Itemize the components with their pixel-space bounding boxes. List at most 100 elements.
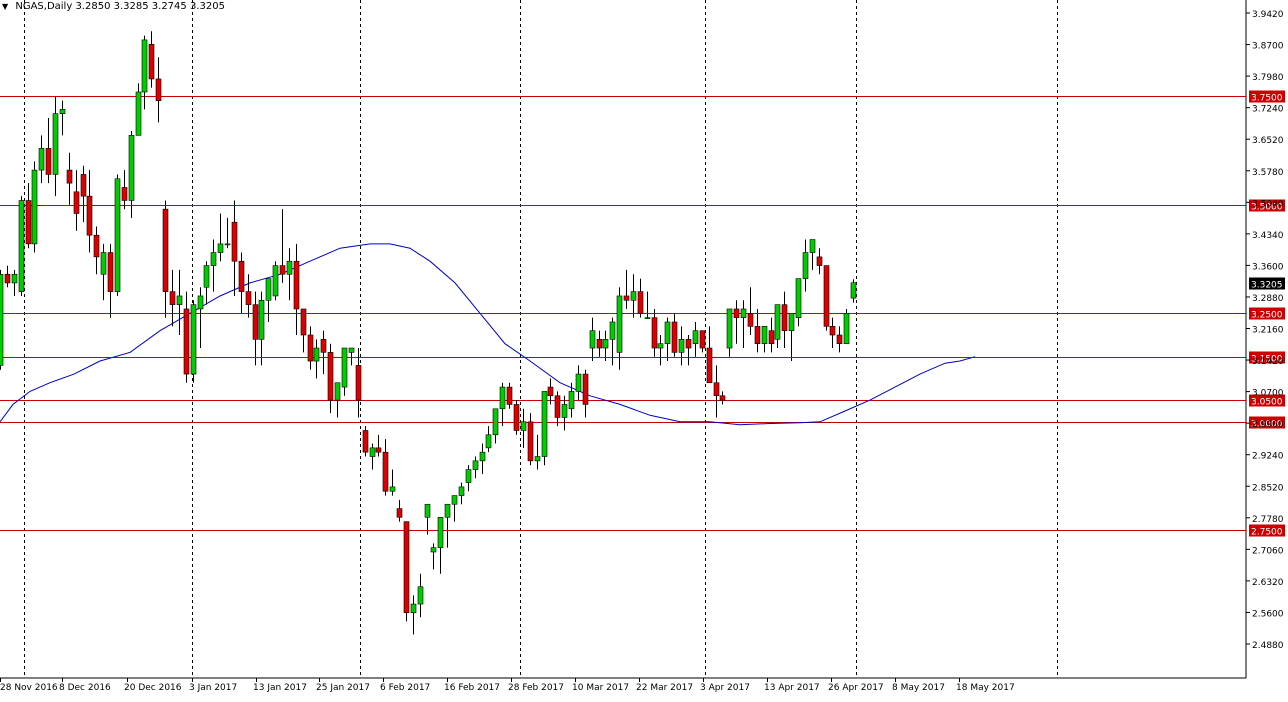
y-tick-label: 3.5780 — [1252, 168, 1284, 178]
candle-body — [768, 330, 775, 344]
candle-body — [644, 317, 651, 319]
ohlc-readout: 3.2850 3.3285 3.2745 3.3205 — [75, 1, 225, 12]
candle-body — [437, 516, 444, 548]
candle-body — [713, 382, 720, 397]
candle-body — [479, 451, 486, 462]
level-tag-label: 3.7500 — [1251, 94, 1283, 104]
level-tag-label: 3.0500 — [1251, 398, 1283, 408]
candle-body — [18, 200, 25, 292]
last-price-label: 3.3205 — [1251, 281, 1283, 291]
x-tick-label: 3 Jan 2017 — [189, 683, 237, 693]
level-tag — [1249, 416, 1285, 429]
candle-body — [169, 291, 176, 305]
candle-body — [362, 430, 369, 453]
candle-body — [114, 178, 121, 292]
candle-body — [403, 521, 410, 614]
candle-body — [389, 486, 396, 492]
y-tick-label: 3.2880 — [1252, 294, 1284, 304]
candle-body — [678, 339, 685, 353]
level-tag — [1249, 524, 1285, 537]
dropdown-triangle-icon[interactable]: ▼ — [2, 2, 9, 11]
candle-body — [334, 382, 341, 401]
candle-body — [224, 243, 231, 246]
candle-body — [203, 265, 210, 288]
candle-body — [513, 404, 520, 431]
y-tick-label: 2.5600 — [1252, 609, 1284, 619]
candle-body — [609, 321, 616, 340]
candle-body — [66, 169, 73, 184]
level-tag — [1249, 307, 1285, 320]
x-tick-label: 8 Dec 2016 — [59, 683, 111, 693]
candle-body — [802, 252, 809, 279]
y-tick-label: 3.9420 — [1252, 10, 1284, 20]
candle-body — [176, 295, 183, 305]
candle-body — [38, 148, 45, 171]
candle-body — [382, 451, 389, 492]
candle-body — [465, 469, 472, 483]
y-tick-label: 2.4880 — [1252, 641, 1284, 651]
level-tag-label: 3.2500 — [1251, 311, 1283, 321]
candle-body — [472, 460, 479, 470]
level-tag-label: 3.1500 — [1251, 355, 1283, 365]
candle-body — [135, 91, 142, 136]
candle-body — [541, 391, 548, 457]
last-price-tag — [1249, 277, 1285, 290]
candle-body — [795, 278, 802, 318]
level-tag-label: 3.5000 — [1251, 203, 1283, 213]
y-tick-label: 3.8700 — [1252, 42, 1284, 52]
candle-body — [396, 508, 403, 518]
candle-body — [369, 447, 376, 457]
candle-body — [602, 339, 609, 349]
candle-body — [451, 495, 458, 505]
candle-body — [45, 148, 52, 175]
candle-body — [706, 347, 713, 384]
x-tick-label: 13 Apr 2017 — [764, 683, 820, 693]
candle-body — [623, 295, 630, 301]
level-tag-label: 3.0000 — [1251, 420, 1283, 430]
moving-average-line — [0, 243, 976, 426]
candle-body — [444, 503, 451, 518]
candle-body — [410, 603, 417, 614]
x-tick-label: 25 Jan 2017 — [316, 683, 370, 693]
candle-body — [86, 195, 93, 236]
candle-body — [740, 308, 747, 318]
candle-body — [320, 339, 327, 353]
candle-body — [534, 456, 541, 462]
candle-body — [4, 273, 11, 284]
candle-body — [0, 273, 4, 366]
y-tick-label: 3.7240 — [1252, 105, 1284, 115]
candle-body — [816, 256, 823, 266]
candle-body — [485, 434, 492, 449]
candle-body — [52, 113, 59, 175]
candle-body — [499, 386, 506, 410]
x-tick-label: 28 Nov 2016 — [0, 683, 58, 693]
candle-body — [506, 386, 513, 405]
candle-body — [657, 343, 664, 349]
candle-body — [685, 339, 692, 349]
y-tick-label: 3.0700 — [1252, 389, 1284, 399]
candle-body — [252, 304, 259, 340]
candle-body — [664, 321, 671, 344]
candle-body — [80, 174, 87, 197]
symbol-label: NGAS,Daily — [15, 1, 73, 12]
candle-body — [651, 317, 658, 349]
candle-body — [258, 299, 265, 340]
y-tick-label: 2.7780 — [1252, 515, 1284, 525]
y-tick-label: 3.1420 — [1252, 357, 1284, 367]
candle-body — [73, 191, 80, 214]
x-tick-label: 6 Feb 2017 — [380, 683, 430, 693]
candle-body — [430, 547, 437, 553]
x-tick-label: 3 Apr 2017 — [700, 683, 750, 693]
candle-body — [589, 330, 596, 349]
candle-body — [781, 304, 788, 331]
y-tick-label: 3.4340 — [1252, 231, 1284, 241]
x-tick-label: 22 Mar 2017 — [636, 683, 693, 693]
candle-body — [300, 308, 307, 336]
candle-body — [210, 252, 217, 266]
candle-body — [148, 43, 155, 80]
candle-body — [155, 78, 162, 101]
y-tick-label: 3.6520 — [1252, 136, 1284, 146]
candle-body — [238, 260, 245, 292]
